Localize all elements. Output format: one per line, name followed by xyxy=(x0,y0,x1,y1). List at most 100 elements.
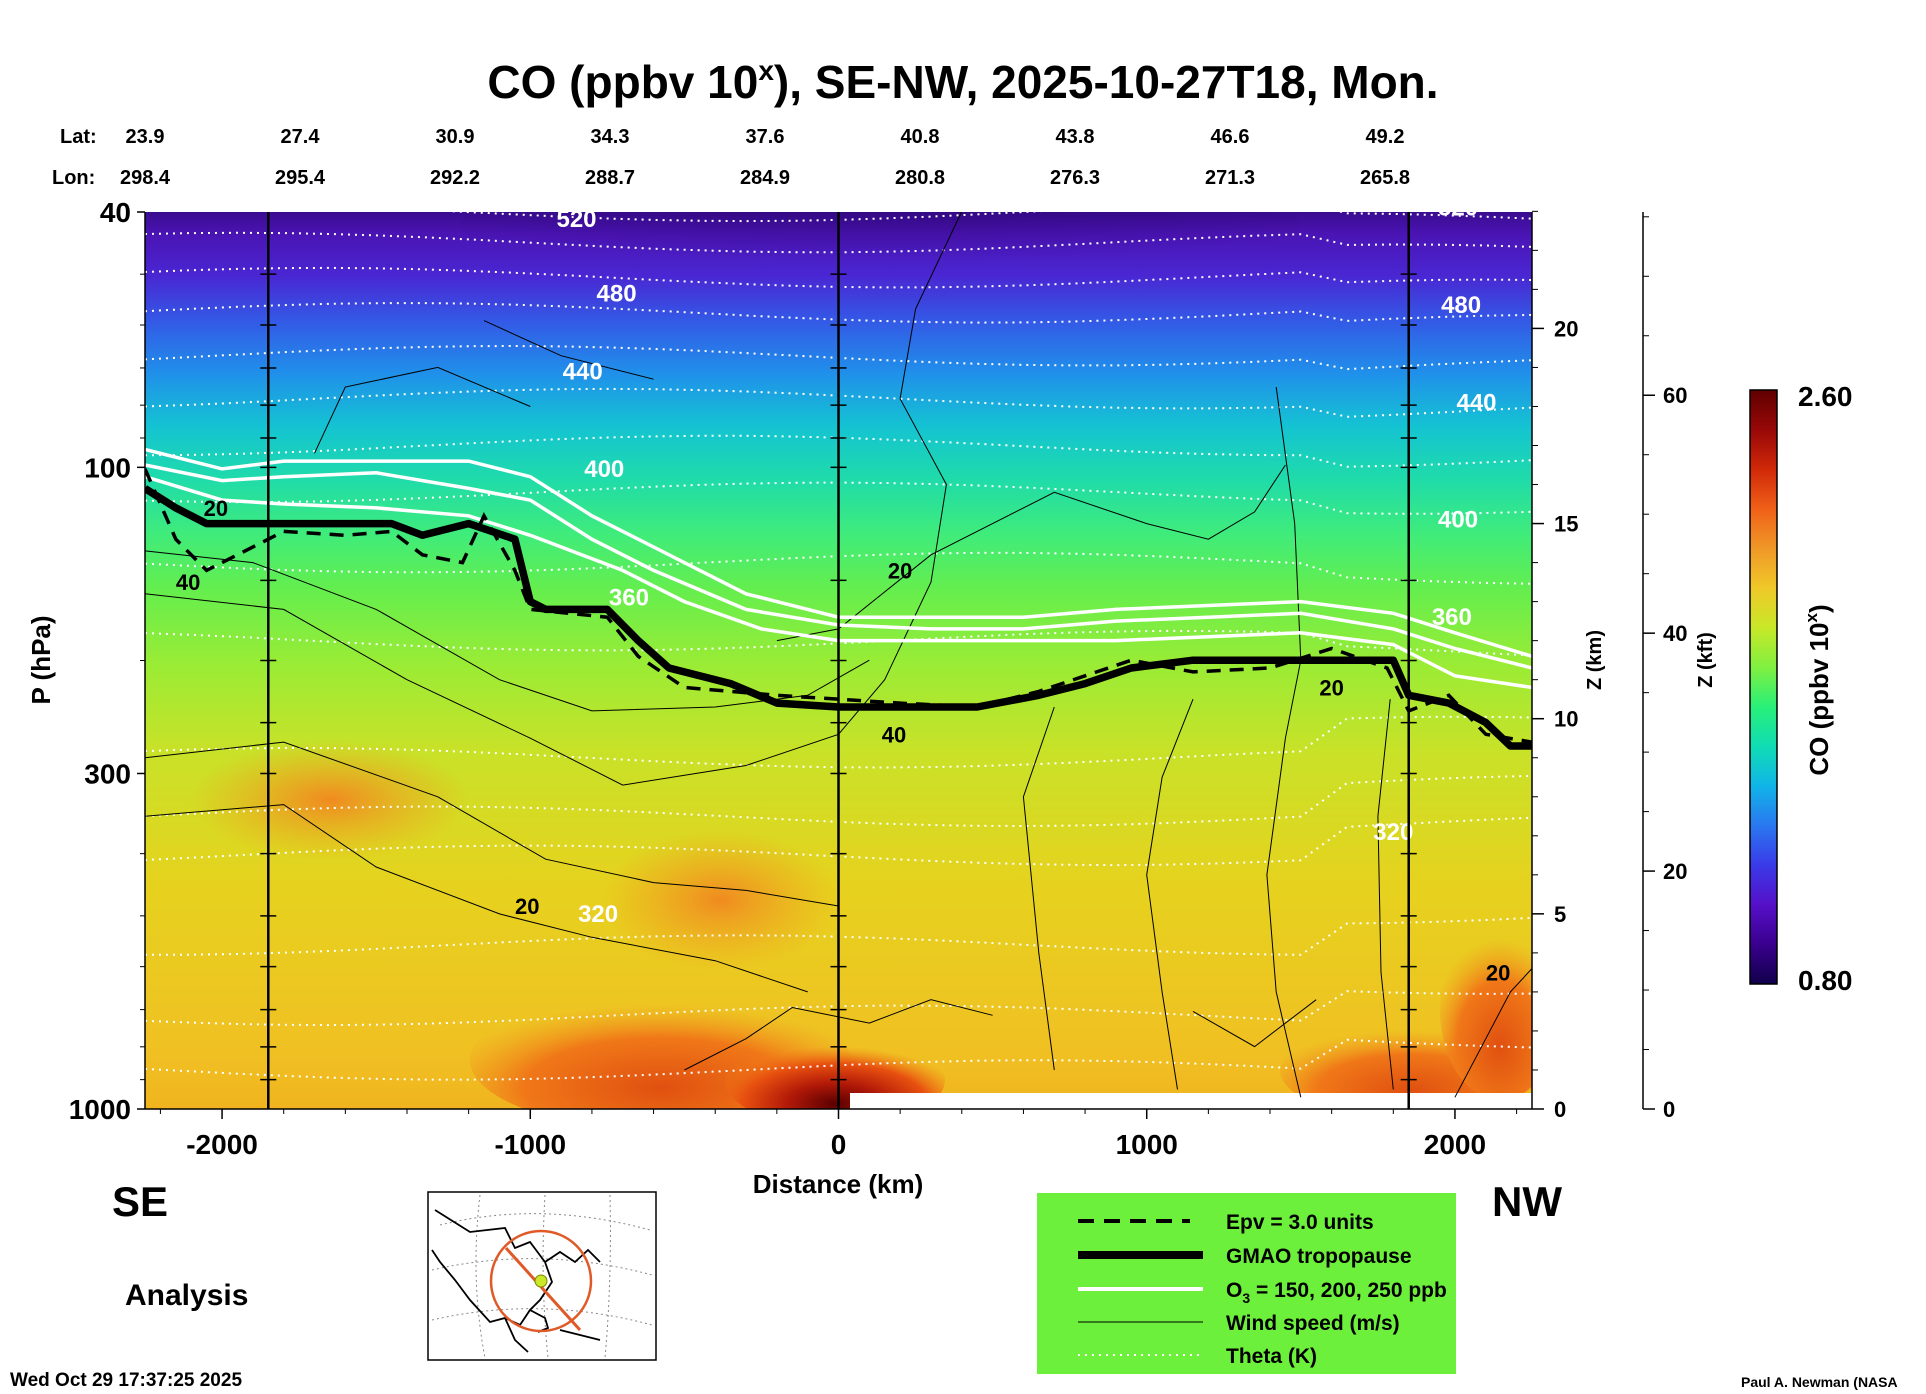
x-tick-label: -1000 xyxy=(494,1129,566,1160)
lon-value: 276.3 xyxy=(1050,167,1100,189)
analysis-label: Analysis xyxy=(125,1279,248,1312)
nw-label: NW xyxy=(1492,1178,1562,1225)
theta-label: 320 xyxy=(1373,819,1413,846)
wind-label: 20 xyxy=(515,894,539,919)
wind-contour xyxy=(145,804,808,993)
ozone-contour xyxy=(145,475,1532,690)
wind-contour xyxy=(145,741,839,907)
co-high-ne-corner xyxy=(1440,920,1532,1100)
theta-label: 520 xyxy=(556,206,596,233)
inset-map-section-line xyxy=(504,1246,582,1332)
z-km-tick-label: 0 xyxy=(1554,1097,1566,1122)
x-axis-title: Distance (km) xyxy=(753,1169,924,1199)
wind-contour xyxy=(1454,968,1532,1098)
lat-value: 46.6 xyxy=(1211,126,1250,148)
ozone-contour xyxy=(145,447,1532,658)
lat-value: 49.2 xyxy=(1366,126,1405,148)
terrain-mask xyxy=(850,1093,1532,1109)
contour-labels: 520 480 440 400 360 320 520 480 440 400 360 320 20 40… xyxy=(176,194,1510,985)
wind-contour xyxy=(145,550,870,712)
wind-label: 20 xyxy=(204,496,228,521)
x-tick-label: 2000 xyxy=(1424,1129,1486,1160)
lon-value: 265.8 xyxy=(1360,167,1410,189)
colorbar-title: CO (ppbv 10x) xyxy=(1802,604,1834,775)
footer-credit: Paul A. Newman (NASA xyxy=(1741,1374,1898,1390)
lat-value: 37.6 xyxy=(746,126,785,148)
wind-contour xyxy=(1146,699,1194,1090)
inset-map-center-marker xyxy=(534,1274,548,1288)
theta-label: 440 xyxy=(1456,390,1496,417)
legend-label-theta: Theta (K) xyxy=(1226,1345,1317,1368)
inset-map xyxy=(427,1191,657,1361)
y-axis-title: P (hPa) xyxy=(26,615,56,704)
ozone-contour xyxy=(145,463,1532,670)
wind-contour xyxy=(314,366,531,454)
y-tick-label: 300 xyxy=(84,758,131,789)
z-kft-axis-title: Z (kft) xyxy=(1695,632,1717,688)
y-tick-label: 100 xyxy=(84,452,131,483)
theta-label: 360 xyxy=(609,585,649,612)
epv-line xyxy=(145,468,1532,744)
legend-label-epv: Epv = 3.0 units xyxy=(1226,1211,1374,1234)
lon-value: 280.8 xyxy=(895,167,945,189)
z-kft-tick-label: 20 xyxy=(1663,859,1687,884)
tropopause-lines xyxy=(145,468,1532,750)
legend-label-tropopause: GMAO tropopause xyxy=(1226,1245,1412,1268)
theta-contour xyxy=(145,174,1532,194)
wind-contour xyxy=(1022,706,1055,1071)
z-km-tick-label: 20 xyxy=(1554,316,1578,341)
lat-value: 43.8 xyxy=(1056,126,1095,148)
tropopause-line xyxy=(145,485,1532,750)
wind-label: 20 xyxy=(1319,675,1343,700)
footer-timestamp: Wed Oct 29 17:37:25 2025 xyxy=(10,1370,242,1391)
wind-label: 40 xyxy=(176,570,200,595)
wind-contour xyxy=(1377,699,1394,1090)
theta-label: 400 xyxy=(1438,507,1478,534)
z-km-tick-label: 5 xyxy=(1554,902,1566,927)
lat-value: 23.9 xyxy=(126,126,165,148)
theta-label: 440 xyxy=(563,358,603,385)
lon-value: 284.9 xyxy=(740,167,790,189)
theta-label: 400 xyxy=(584,456,624,483)
y-tick-label: 1000 xyxy=(69,1094,131,1125)
ozone-contours xyxy=(145,447,1532,690)
z-km-axis-title: Z (km) xyxy=(1584,630,1606,690)
lon-value: 288.7 xyxy=(585,167,635,189)
lat-values: 23.9 27.4 30.9 34.3 37.6 40.8 43.8 46.6 49.2 xyxy=(126,126,1405,148)
lat-value: 30.9 xyxy=(436,126,475,148)
colorbar-min-label: 0.80 xyxy=(1798,965,1853,996)
lat-value: 40.8 xyxy=(901,126,940,148)
legend: Epv = 3.0 units GMAO tropopause O3 = 150… xyxy=(1037,1193,1456,1374)
theta-label: 480 xyxy=(597,280,637,307)
theta-label: 360 xyxy=(1432,604,1472,631)
inset-map-coastline xyxy=(431,1209,601,1353)
co-high-surface-center xyxy=(725,1032,945,1109)
lon-value: 295.4 xyxy=(275,167,326,189)
co-warm-patch-left xyxy=(190,740,470,860)
z-km-tick-label: 10 xyxy=(1554,707,1578,732)
z-kft-tick-label: 0 xyxy=(1663,1097,1675,1122)
lat-label: Lat: xyxy=(60,126,97,148)
co-dark-top xyxy=(460,212,1300,285)
plot-area: 520 480 440 400 360 320 520 480 440 400 360 320 20 40… xyxy=(145,174,1532,1109)
chart-title: CO (ppbv 10x), SE-NW, 2025-10-27T18, Mon… xyxy=(487,55,1438,108)
z-kft-tick-label: 40 xyxy=(1663,621,1687,646)
se-label: SE xyxy=(112,1178,168,1225)
wind-label: 40 xyxy=(882,722,906,747)
legend-label-ozone: O3 = 150, 200, 250 ppb xyxy=(1226,1279,1447,1306)
theta-label: 520 xyxy=(1438,194,1478,221)
x-tick-label: 1000 xyxy=(1116,1129,1178,1160)
lon-label: Lon: xyxy=(52,167,95,189)
colorbar-max-label: 2.60 xyxy=(1798,381,1853,412)
wind-contour xyxy=(684,999,993,1071)
legend-label-wind: Wind speed (m/s) xyxy=(1226,1312,1400,1335)
wind-contour xyxy=(1192,999,1317,1048)
y-tick-label: 40 xyxy=(100,197,131,228)
wind-label: 20 xyxy=(1486,960,1510,985)
colorbar xyxy=(1749,389,1778,985)
wind-contour xyxy=(483,320,654,380)
vertical-markers xyxy=(260,212,1417,1109)
co-warm-patch-mid xyxy=(600,830,840,970)
lat-value: 34.3 xyxy=(591,126,630,148)
axes: 40 100 300 1000 -2000 -1000 0 1000 2000 0 5 10 15 20 0… xyxy=(69,197,1688,1160)
